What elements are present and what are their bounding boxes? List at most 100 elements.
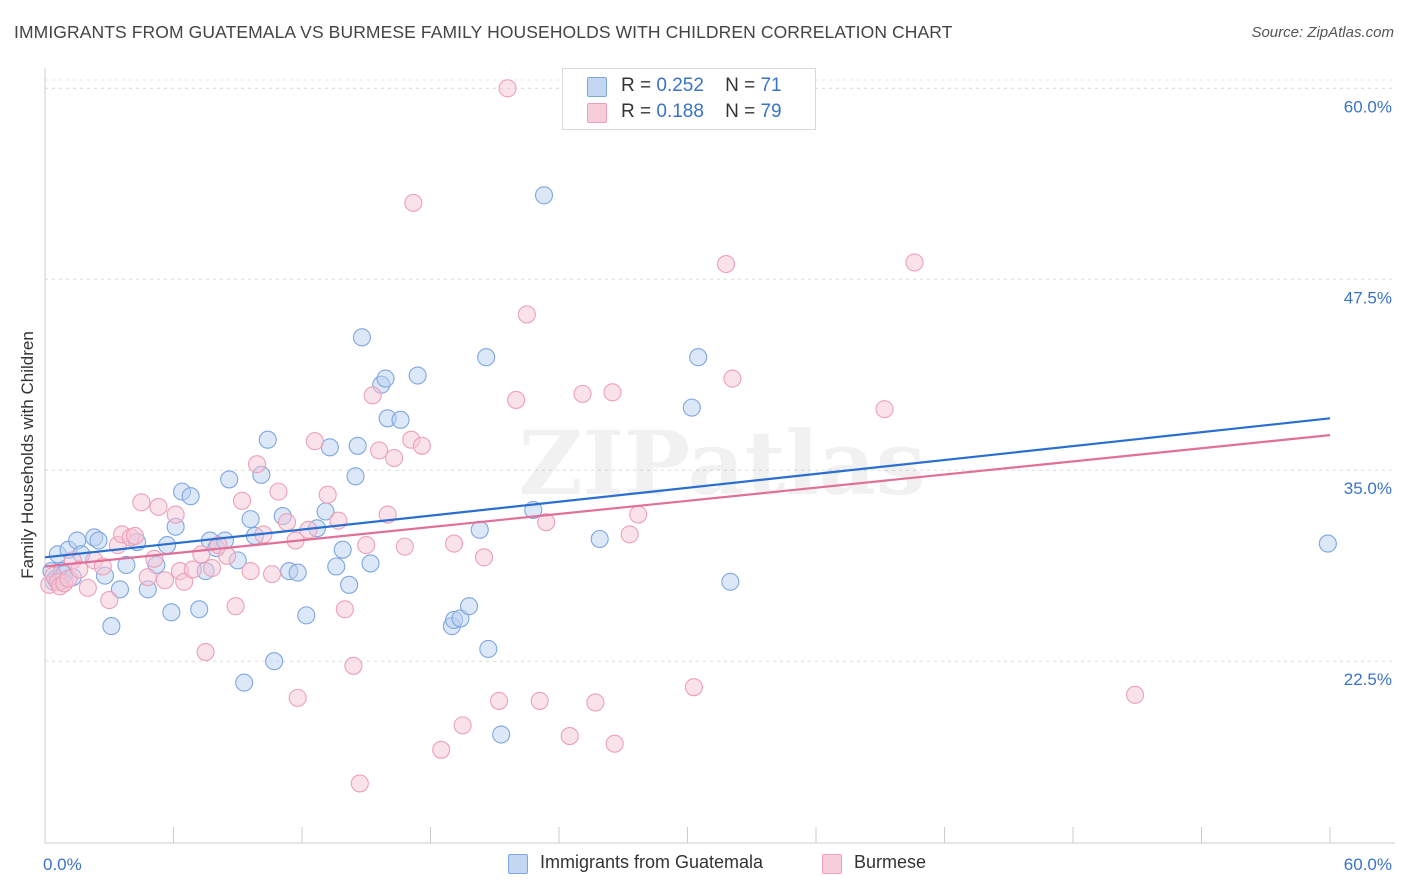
- data-point: [89, 531, 108, 550]
- data-point: [470, 520, 489, 539]
- data-point: [217, 546, 237, 565]
- data-point: [297, 606, 316, 625]
- data-point: [181, 487, 200, 506]
- data-point: [78, 578, 97, 597]
- data-point: [590, 529, 609, 549]
- legend-r-label: R =: [621, 101, 652, 122]
- legend-n-value: 79: [760, 101, 782, 122]
- data-point: [432, 740, 451, 759]
- trend-line: [44, 434, 1331, 568]
- data-point: [247, 455, 267, 474]
- data-point: [340, 575, 359, 594]
- source-label: Source: ZipAtlas.com: [1251, 24, 1394, 41]
- data-point: [1318, 534, 1337, 553]
- data-point: [905, 253, 924, 272]
- legend-swatch-burmese: [587, 103, 607, 123]
- data-point: [110, 580, 130, 599]
- data-point: [333, 540, 352, 559]
- data-point: [560, 727, 579, 746]
- legend-n-label: N =: [725, 101, 756, 122]
- data-point: [629, 505, 648, 524]
- data-points: [40, 79, 1337, 793]
- data-point: [175, 572, 194, 591]
- data-point: [534, 186, 554, 205]
- data-point: [492, 725, 511, 744]
- data-point: [385, 448, 404, 468]
- data-point: [352, 328, 372, 347]
- bottom-legend-swatch-burmese: [822, 854, 842, 874]
- data-point: [684, 678, 703, 697]
- data-point: [689, 348, 708, 367]
- data-point: [408, 366, 427, 385]
- data-point: [451, 609, 470, 628]
- data-point: [1126, 685, 1145, 704]
- trend-lines: [44, 417, 1331, 568]
- chart-title: IMMIGRANTS FROM GUATEMALA VS BURMESE FAM…: [14, 22, 953, 42]
- data-point: [190, 600, 209, 619]
- data-point: [498, 79, 517, 98]
- data-point: [93, 557, 112, 576]
- y-tick-label: 22.5%: [1344, 670, 1392, 689]
- data-point: [716, 254, 736, 274]
- x-tick-label: 60.0%: [1344, 855, 1392, 874]
- data-point: [348, 436, 367, 455]
- data-point: [192, 545, 211, 564]
- data-point: [183, 560, 202, 579]
- data-point: [453, 716, 472, 735]
- data-point: [102, 617, 121, 636]
- data-point: [605, 734, 624, 753]
- legend-n-label: N =: [725, 75, 756, 96]
- data-point: [507, 390, 526, 410]
- data-point: [288, 688, 307, 707]
- data-point: [220, 470, 239, 489]
- legend-r-value: 0.188: [656, 101, 704, 122]
- data-point: [682, 398, 701, 417]
- data-point: [335, 600, 354, 619]
- data-point: [318, 485, 337, 504]
- legend-swatch-guatemala: [587, 77, 607, 97]
- data-point: [603, 383, 622, 402]
- data-point: [166, 505, 185, 524]
- bottom-legend-swatch-guatemala: [508, 854, 528, 874]
- data-point: [241, 510, 260, 529]
- data-point: [344, 656, 363, 675]
- data-point: [346, 467, 365, 486]
- data-point: [412, 436, 431, 455]
- data-point: [117, 555, 136, 575]
- bottom-legend-label: Burmese: [854, 852, 927, 872]
- data-point: [479, 639, 498, 659]
- legend-n-value: 71: [760, 75, 782, 96]
- data-point: [404, 193, 423, 212]
- data-point: [70, 560, 89, 579]
- data-point: [537, 513, 556, 532]
- data-point: [162, 603, 181, 622]
- data-point: [586, 693, 605, 712]
- y-tick-labels: 22.5% 35.0% 47.5% 60.0%: [1344, 97, 1392, 689]
- data-point: [530, 691, 549, 710]
- data-point: [489, 691, 509, 710]
- data-point: [327, 557, 346, 576]
- data-point: [517, 305, 536, 324]
- data-point: [196, 642, 215, 662]
- data-point: [376, 369, 395, 388]
- legend-r-label: R =: [621, 75, 652, 96]
- data-point: [391, 410, 410, 429]
- legend-r-value: 0.252: [656, 75, 704, 96]
- y-tick-label: 60.0%: [1344, 97, 1392, 116]
- data-point: [723, 369, 742, 388]
- data-point: [363, 386, 382, 405]
- data-point: [288, 563, 307, 582]
- trend-line: [44, 417, 1331, 559]
- data-point: [100, 591, 119, 610]
- data-point: [235, 673, 254, 692]
- data-point: [350, 774, 369, 793]
- data-point: [132, 493, 151, 512]
- y-tick-label: 35.0%: [1344, 479, 1392, 498]
- data-point: [361, 554, 380, 573]
- data-point: [721, 572, 740, 591]
- data-point: [138, 568, 157, 587]
- x-tick-labels: 0.0% 60.0%: [43, 855, 1392, 874]
- data-point: [149, 497, 168, 516]
- data-point: [265, 652, 284, 671]
